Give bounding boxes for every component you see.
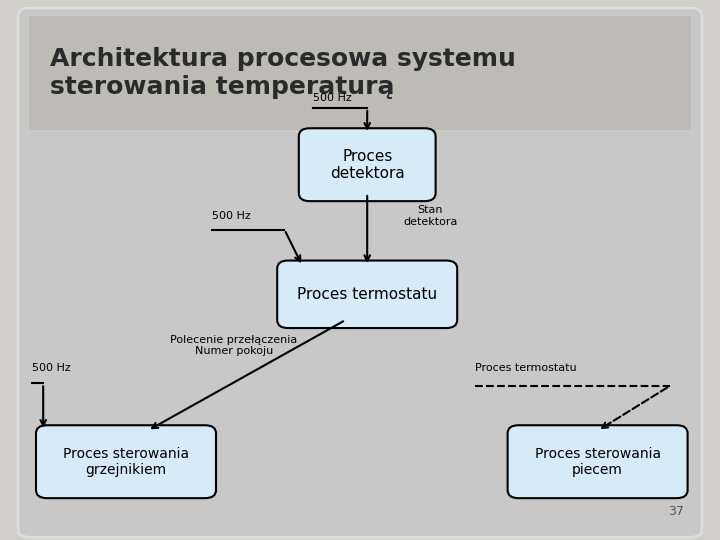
- Text: Polecenie przełączenia
Numer pokoju: Polecenie przełączenia Numer pokoju: [171, 335, 297, 356]
- Text: Proces termostatu: Proces termostatu: [475, 362, 577, 373]
- FancyBboxPatch shape: [299, 128, 436, 201]
- Text: Architektura procesowa systemu
sterowania temperaturą: Architektura procesowa systemu sterowani…: [50, 47, 516, 99]
- FancyBboxPatch shape: [277, 260, 457, 328]
- Text: Proces termostatu: Proces termostatu: [297, 287, 437, 302]
- FancyBboxPatch shape: [508, 426, 688, 498]
- Text: 37: 37: [668, 505, 684, 518]
- Text: 500 Hz: 500 Hz: [313, 92, 352, 103]
- Text: Proces
detektora: Proces detektora: [330, 148, 405, 181]
- FancyBboxPatch shape: [18, 8, 702, 537]
- FancyBboxPatch shape: [36, 426, 216, 498]
- Text: 500 Hz: 500 Hz: [32, 362, 71, 373]
- FancyBboxPatch shape: [29, 16, 691, 130]
- Text: Stan
detektora: Stan detektora: [403, 205, 458, 227]
- Text: 500 Hz: 500 Hz: [212, 211, 251, 221]
- Text: Proces sterowania
piecem: Proces sterowania piecem: [534, 447, 661, 477]
- Text: Proces sterowania
grzejnikiem: Proces sterowania grzejnikiem: [63, 447, 189, 477]
